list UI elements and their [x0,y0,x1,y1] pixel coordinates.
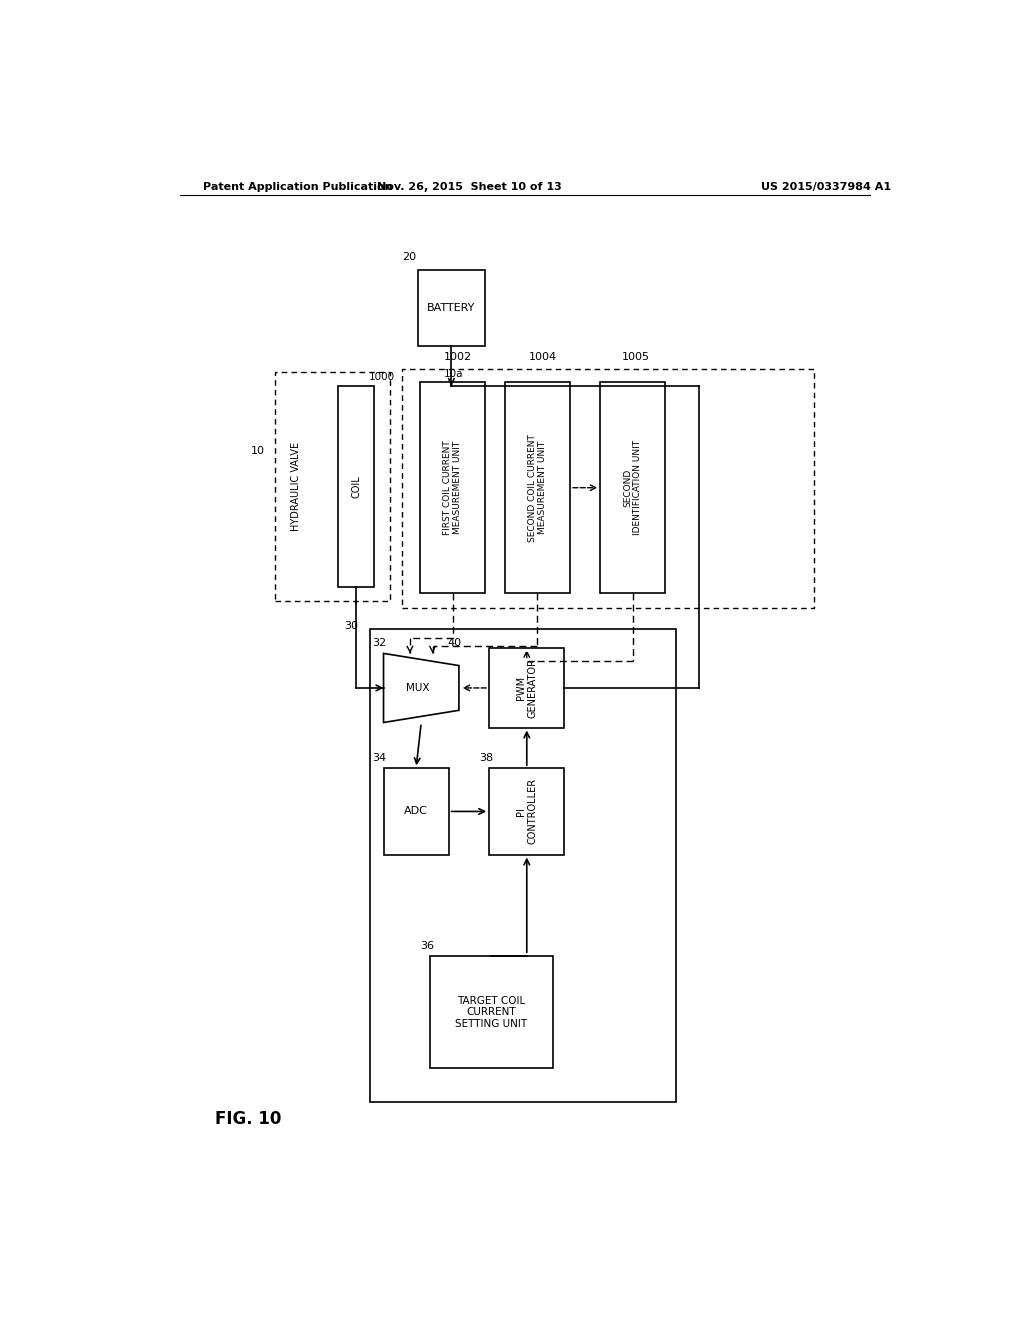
Text: PI
CONTROLLER: PI CONTROLLER [516,779,538,845]
Text: HYDRAULIC VALVE: HYDRAULIC VALVE [291,442,301,531]
Text: 1005: 1005 [622,351,649,362]
Bar [489,648,564,727]
Bar [489,768,564,854]
Text: 32: 32 [373,639,386,648]
Text: Patent Application Publication: Patent Application Publication [204,182,393,193]
Text: 1002: 1002 [443,351,472,362]
Text: 20: 20 [401,252,416,263]
Text: 40: 40 [447,639,462,648]
Polygon shape [384,653,459,722]
Text: 30: 30 [344,620,358,631]
Bar [420,381,485,594]
Text: ADC: ADC [404,807,428,817]
Text: COIL: COIL [351,475,361,498]
Bar [370,630,676,1102]
Text: SECOND
IDENTIFICATION UNIT: SECOND IDENTIFICATION UNIT [623,440,642,536]
Text: TARGET COIL
CURRENT
SETTING UNIT: TARGET COIL CURRENT SETTING UNIT [455,995,527,1028]
Text: SECOND COIL CURRENT
MEASUREMENT UNIT: SECOND COIL CURRENT MEASUREMENT UNIT [527,434,547,541]
Text: BATTERY: BATTERY [427,304,475,313]
Bar [600,381,666,594]
Text: 10: 10 [251,446,264,457]
Text: 10a: 10a [443,368,463,379]
Bar [274,372,390,601]
Text: 34: 34 [373,754,386,763]
Text: US 2015/0337984 A1: US 2015/0337984 A1 [761,182,892,193]
Text: Nov. 26, 2015  Sheet 10 of 13: Nov. 26, 2015 Sheet 10 of 13 [377,182,561,193]
Bar [430,956,553,1068]
Bar [418,271,485,346]
Bar [384,768,449,854]
Text: FIG. 10: FIG. 10 [215,1110,282,1127]
Text: 38: 38 [479,754,493,763]
Text: PWM
GENERATOR: PWM GENERATOR [516,657,538,718]
Text: 36: 36 [420,941,434,952]
Text: 1004: 1004 [528,351,557,362]
Text: MUX: MUX [406,682,429,693]
Text: FIRST COIL CURRENT
MEASUREMENT UNIT: FIRST COIL CURRENT MEASUREMENT UNIT [443,441,462,535]
Bar [505,381,570,594]
Bar [338,385,374,587]
Text: 1000: 1000 [369,372,394,381]
Bar [401,368,814,607]
